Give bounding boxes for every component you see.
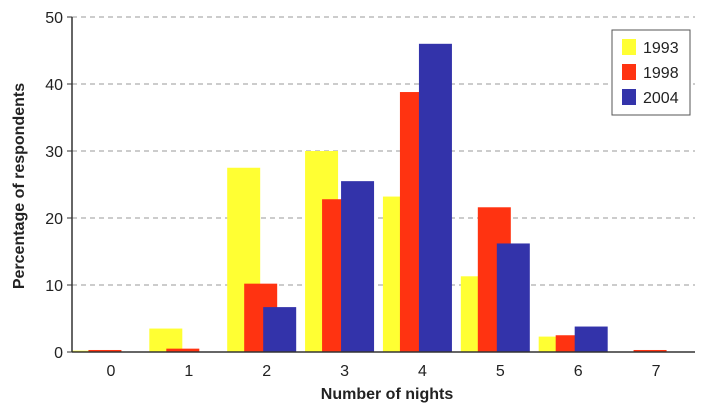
x-axis-title: Number of nights [321,386,454,403]
axes [67,16,695,353]
x-tick-label-0: 0 [106,363,115,380]
tick-labels: 0 10 20 30 40 50 0 1 2 3 4 5 6 7 [45,10,660,380]
x-tick-label-3: 3 [340,363,349,380]
x-tick-label-1: 1 [184,363,193,380]
y-tick-label-0: 0 [54,345,63,362]
legend: 1993 1998 2004 [611,29,691,116]
bar-1993-nights-1 [149,328,183,352]
bar-1998-nights-7 [633,349,667,352]
bar-2004-nights-3 [341,181,375,352]
y-tick-label-30: 30 [45,144,63,161]
legend-swatch-1998 [622,64,636,80]
legend-label-2004: 2004 [643,90,679,107]
bar-1998-nights-0 [88,349,122,352]
bar-1998-nights-1 [166,348,200,352]
y-tick-label-20: 20 [45,211,63,228]
legend-label-1998: 1998 [643,65,679,82]
x-tick-label-6: 6 [574,363,583,380]
x-tick-label-2: 2 [262,363,271,380]
bars [71,43,667,353]
y-axis-title: Percentage of respondents [11,83,28,289]
legend-swatch-1993 [622,39,636,55]
bar-2004-nights-6 [574,326,608,352]
bar-2004-nights-2 [263,307,297,352]
y-tick-label-40: 40 [45,77,63,94]
x-tick-label-4: 4 [418,363,427,380]
bar-2004-nights-5 [496,243,530,352]
y-tick-label-50: 50 [45,10,63,27]
bar-2004-nights-4 [418,43,452,353]
y-tick-label-10: 10 [45,278,63,295]
legend-swatch-2004 [622,89,636,105]
x-tick-label-5: 5 [496,363,505,380]
grid-lines [72,16,695,286]
x-tick-label-7: 7 [652,363,661,380]
legend-label-1993: 1993 [643,40,679,57]
